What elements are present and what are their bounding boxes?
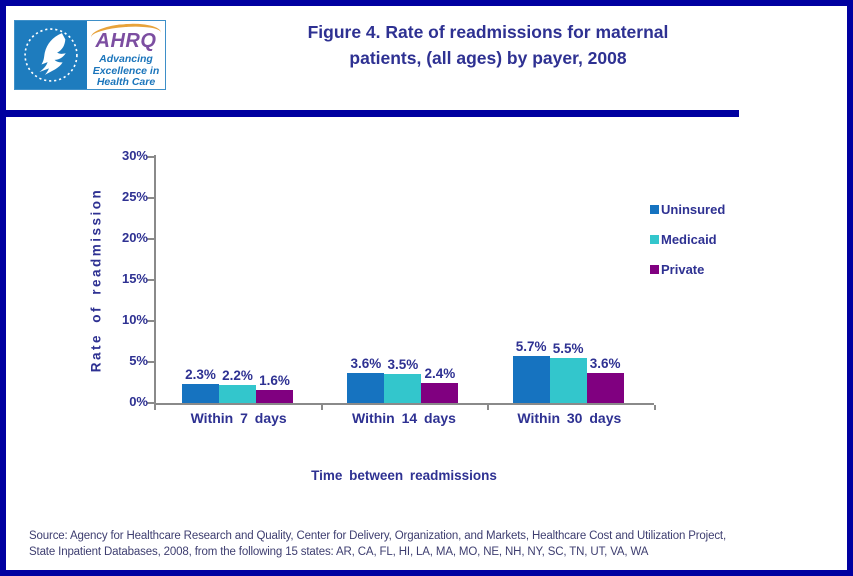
bar-value-label: 3.6% bbox=[350, 356, 382, 372]
legend-item-uninsured: Uninsured bbox=[650, 202, 726, 217]
bar-medicaid-1 bbox=[219, 384, 256, 403]
tagline-line-3: Health Care bbox=[96, 76, 156, 88]
figure-title-line-2: patients, (all ages) by payer, 2008 bbox=[349, 48, 627, 68]
y-tick-mark bbox=[147, 197, 154, 199]
bar-uninsured-2 bbox=[347, 373, 385, 403]
legend-swatch-icon bbox=[650, 205, 659, 214]
source-note: Source: Agency for Healthcare Research a… bbox=[29, 529, 829, 560]
legend-label: Medicaid bbox=[661, 232, 717, 247]
y-tick-mark bbox=[147, 156, 154, 158]
legend-item-private: Private bbox=[650, 262, 725, 277]
ahrq-logo: AHRQ Advancing Excellence in Health Care bbox=[14, 20, 166, 90]
x-tick-mark bbox=[320, 405, 323, 410]
bar-value-label: 1.6% bbox=[259, 372, 290, 388]
bar-value-label: 2.2% bbox=[222, 367, 253, 383]
y-tick-label: 10% bbox=[121, 312, 148, 327]
legend-item-medicaid: Medicaid bbox=[650, 232, 725, 247]
hhs-eagle-icon bbox=[24, 28, 78, 82]
x-tick-mark bbox=[654, 405, 656, 410]
header-divider bbox=[0, 110, 739, 117]
y-tick-label: 5% bbox=[129, 353, 148, 368]
y-tick-mark bbox=[147, 279, 154, 281]
tagline-line-2: Excellence in bbox=[92, 64, 160, 77]
y-tick-label: 20% bbox=[121, 230, 148, 245]
category-label: Within 30 days bbox=[517, 410, 622, 426]
ahrq-tagline: Advancing Excellence in Health Care bbox=[87, 53, 165, 89]
legend-label: Private bbox=[661, 262, 705, 277]
category-label: Within 7 days bbox=[190, 410, 287, 426]
x-tick-mark bbox=[487, 405, 490, 410]
legend-swatch-icon bbox=[650, 265, 659, 274]
x-axis-title: Time between readmissions bbox=[311, 468, 497, 483]
figure-title-line-1: Figure 4. Rate of readmissions for mater… bbox=[307, 22, 669, 42]
y-tick-mark bbox=[147, 238, 154, 240]
bar-value-label: 2.4% bbox=[424, 366, 456, 382]
tagline-line-1: Advancing bbox=[99, 53, 153, 65]
category-label: Within 14 days bbox=[352, 410, 456, 426]
bar-private-3 bbox=[586, 373, 624, 403]
y-tick-label: 25% bbox=[121, 189, 148, 204]
legend-swatch-icon bbox=[650, 235, 659, 244]
x-axis-line bbox=[154, 403, 654, 405]
y-tick-mark bbox=[147, 402, 154, 404]
y-tick-label: 15% bbox=[121, 271, 148, 286]
y-tick-label: 30% bbox=[121, 148, 148, 163]
bar-value-label: 2.3% bbox=[185, 367, 216, 383]
bar-private-2 bbox=[421, 383, 459, 403]
bar-medicaid-2 bbox=[384, 374, 422, 403]
bar-medicaid-3 bbox=[549, 357, 587, 403]
y-tick-mark bbox=[147, 361, 154, 363]
source-line-1: Source: Agency for Healthcare Research a… bbox=[29, 530, 727, 542]
ahrq-logo-text: AHRQ bbox=[95, 30, 157, 52]
bar-uninsured-1 bbox=[182, 384, 219, 403]
source-line-2: State Inpatient Databases, 2008, from th… bbox=[29, 545, 649, 558]
bar-uninsured-3 bbox=[512, 356, 550, 403]
x-tick-mark bbox=[154, 405, 156, 410]
bar-value-label: 3.6% bbox=[589, 356, 621, 372]
hhs-eagle-seal-icon bbox=[15, 21, 87, 89]
chart-legend: Uninsured Medicaid Private bbox=[650, 202, 726, 293]
legend-label: Uninsured bbox=[661, 202, 726, 217]
figure-title: Figure 4. Rate of readmissions for mater… bbox=[200, 19, 776, 71]
ahrq-wordmark: AHRQ Advancing Excellence in Health Care bbox=[87, 21, 165, 89]
bar-private-1 bbox=[256, 389, 293, 403]
y-tick-label: 0% bbox=[129, 394, 148, 409]
bar-value-label: 5.7% bbox=[515, 339, 547, 355]
bar-value-label: 5.5% bbox=[552, 340, 584, 356]
y-tick-mark bbox=[147, 320, 154, 322]
y-axis-line bbox=[154, 155, 156, 405]
bar-value-label: 3.5% bbox=[387, 357, 419, 373]
